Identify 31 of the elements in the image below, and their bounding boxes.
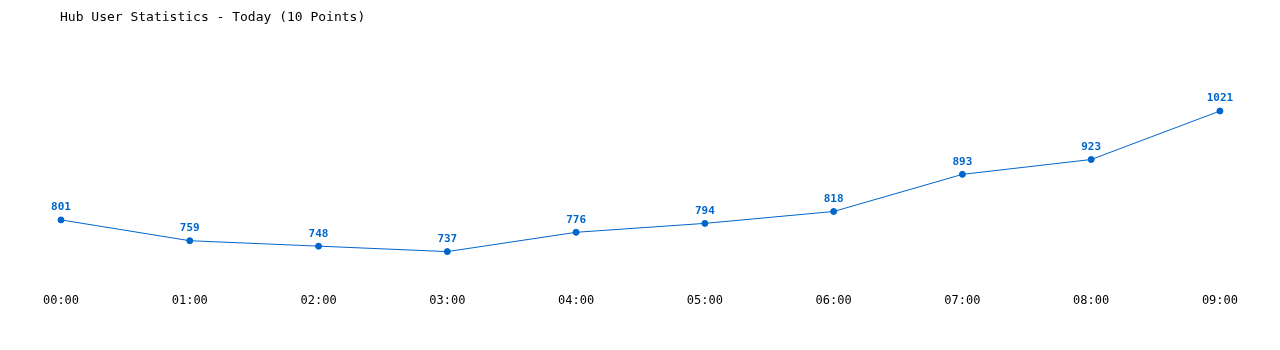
point	[1087, 156, 1095, 164]
point	[1216, 107, 1224, 115]
x-tick-label: 07:00	[944, 292, 981, 307]
x-tick-label: 03:00	[429, 292, 466, 307]
point	[315, 242, 323, 250]
x-tick-label: 06:00	[815, 292, 852, 307]
x-tick-label: 01:00	[171, 292, 208, 307]
point	[572, 228, 580, 236]
point	[830, 208, 838, 215]
x-tick-label: 04:00	[558, 292, 595, 307]
point	[701, 219, 709, 227]
data-label: 748	[308, 226, 329, 240]
point	[186, 237, 194, 245]
point	[443, 248, 451, 256]
chart-title: Hub User Statistics - Today (10 Points)	[60, 9, 366, 25]
x-tick-label: 02:00	[300, 292, 337, 307]
point	[958, 170, 966, 178]
data-label: 893	[952, 154, 973, 168]
x-tick-label: 09:00	[1201, 292, 1238, 307]
data-label: 801	[51, 200, 72, 214]
data-label: 737	[437, 231, 458, 245]
x-tick-label: 08:00	[1073, 292, 1110, 307]
data-label: 1021	[1206, 91, 1234, 105]
x-tick-label: 05:00	[686, 292, 723, 307]
data-label: 818	[823, 191, 844, 205]
point	[57, 216, 65, 224]
data-label: 759	[179, 221, 200, 235]
data-label: 794	[694, 203, 716, 217]
data-label: 776	[566, 212, 587, 226]
x-tick-label: 00:00	[42, 292, 80, 307]
data-label: 923	[1081, 139, 1102, 153]
